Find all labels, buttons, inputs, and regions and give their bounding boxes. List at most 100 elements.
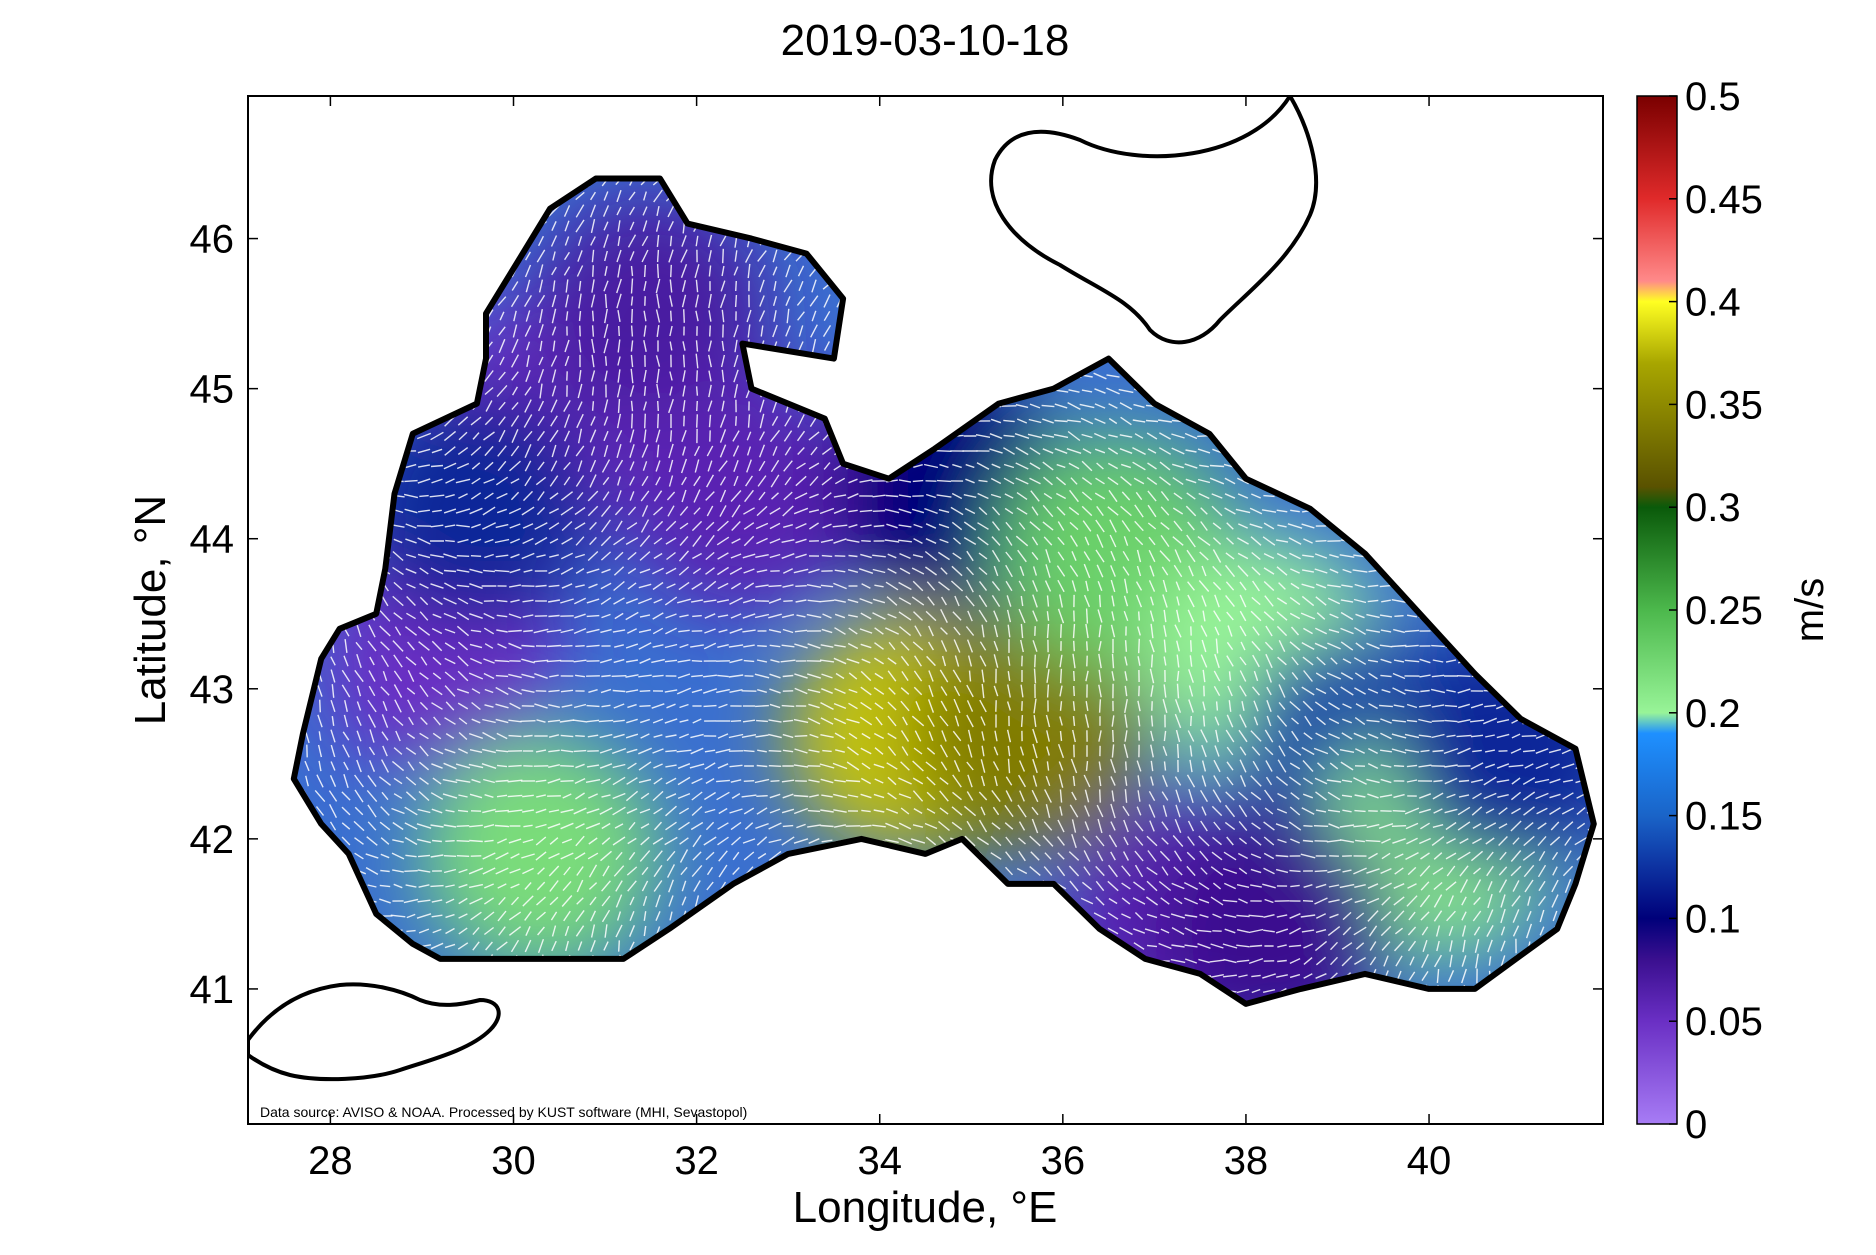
velocity-vector (697, 414, 698, 427)
velocity-vector (645, 386, 646, 396)
velocity-vector (445, 541, 455, 542)
velocity-vector (1100, 789, 1101, 802)
velocity-vector (1316, 541, 1327, 542)
velocity-vector (861, 541, 871, 542)
velocity-vector (684, 355, 685, 368)
velocity-vector (1074, 686, 1075, 696)
velocity-vector (1432, 721, 1445, 722)
velocity-vector (658, 264, 659, 278)
velocity-vector (1420, 691, 1429, 692)
velocity-vector (1433, 751, 1444, 752)
velocity-vector (1204, 716, 1205, 727)
velocity-vector (1126, 761, 1127, 770)
velocity-vector (457, 856, 469, 857)
velocity-vector (575, 736, 585, 737)
velocity-vector (1354, 811, 1365, 812)
velocity-vector (1061, 669, 1062, 683)
velocity-vector (783, 601, 792, 602)
velocity-vector (849, 556, 858, 557)
velocity-vector (697, 370, 698, 381)
velocity-vector (658, 401, 659, 411)
velocity-vector (795, 586, 806, 587)
velocity-vector (886, 496, 898, 497)
velocity-vector (1522, 736, 1537, 737)
velocity-vector (457, 826, 470, 827)
velocity-vector (1009, 759, 1010, 773)
velocity-vector (1100, 595, 1101, 607)
velocity-vector (1431, 646, 1445, 647)
velocity-vector (560, 781, 573, 782)
velocity-vector (632, 414, 633, 429)
velocity-vector (710, 326, 711, 337)
velocity-vector (639, 706, 650, 707)
velocity-vector (593, 387, 594, 396)
velocity-vector (1152, 655, 1153, 668)
velocity-vector (1054, 421, 1067, 422)
velocity-vector (1457, 676, 1470, 677)
velocity-vector (736, 416, 737, 426)
velocity-vector (769, 586, 782, 587)
velocity-vector (710, 415, 711, 427)
velocity-vector (1022, 715, 1023, 727)
velocity-vector (632, 266, 633, 276)
velocity-vector (632, 326, 633, 337)
velocity-vector (632, 279, 633, 294)
velocity-vector (1087, 641, 1088, 650)
velocity-vector (1146, 421, 1158, 422)
velocity-vector (521, 721, 536, 722)
velocity-vector (1217, 701, 1218, 710)
velocity-vector (431, 466, 443, 467)
velocity-vector (508, 766, 521, 767)
velocity-vector (1191, 640, 1192, 652)
chart-title: 2019-03-10-18 (781, 16, 1070, 65)
velocity-vector (1048, 595, 1049, 606)
velocity-vector (783, 676, 794, 677)
velocity-vector (1210, 466, 1224, 467)
velocity-vector (432, 841, 442, 842)
velocity-vector (757, 766, 768, 767)
velocity-vector (444, 856, 456, 857)
velocity-vector (1061, 701, 1062, 711)
velocity-vector (580, 311, 581, 321)
velocity-vector (1393, 811, 1406, 812)
velocity-vector (1074, 641, 1075, 651)
velocity-vector (820, 826, 833, 827)
velocity-vector (671, 265, 672, 277)
velocity-vector (495, 826, 509, 827)
velocity-vector (1087, 609, 1088, 624)
velocity-vector (632, 296, 633, 305)
velocity-vector (744, 751, 755, 752)
velocity-vector (873, 511, 885, 512)
velocity-vector (593, 265, 594, 277)
velocity-vector (658, 414, 659, 428)
velocity-vector (756, 796, 767, 797)
velocity-vector (1035, 669, 1036, 684)
velocity-vector (692, 616, 702, 617)
velocity-vector (1074, 701, 1075, 711)
velocity-vector (736, 281, 737, 291)
velocity-vector (612, 676, 627, 677)
velocity-vector (913, 481, 923, 482)
velocity-vector (697, 340, 698, 351)
velocity-vector (593, 401, 594, 411)
velocity-vector (1048, 624, 1049, 638)
velocity-vector (1314, 826, 1328, 827)
velocity-vector (757, 646, 767, 647)
velocity-vector (593, 325, 594, 336)
velocity-vector (749, 414, 750, 427)
velocity-vector (874, 526, 885, 527)
velocity-vector (496, 676, 508, 677)
velocity-vector (671, 430, 672, 441)
velocity-vector (445, 841, 454, 842)
velocity-vector (937, 451, 952, 452)
velocity-vector (521, 646, 534, 647)
velocity-vector (1139, 639, 1140, 653)
velocity-vector (1074, 716, 1075, 726)
velocity-vector (523, 736, 532, 737)
velocity-vector (613, 691, 626, 692)
velocity-vector (1048, 685, 1049, 698)
velocity-vector (1100, 699, 1101, 712)
velocity-vector (1394, 766, 1404, 767)
